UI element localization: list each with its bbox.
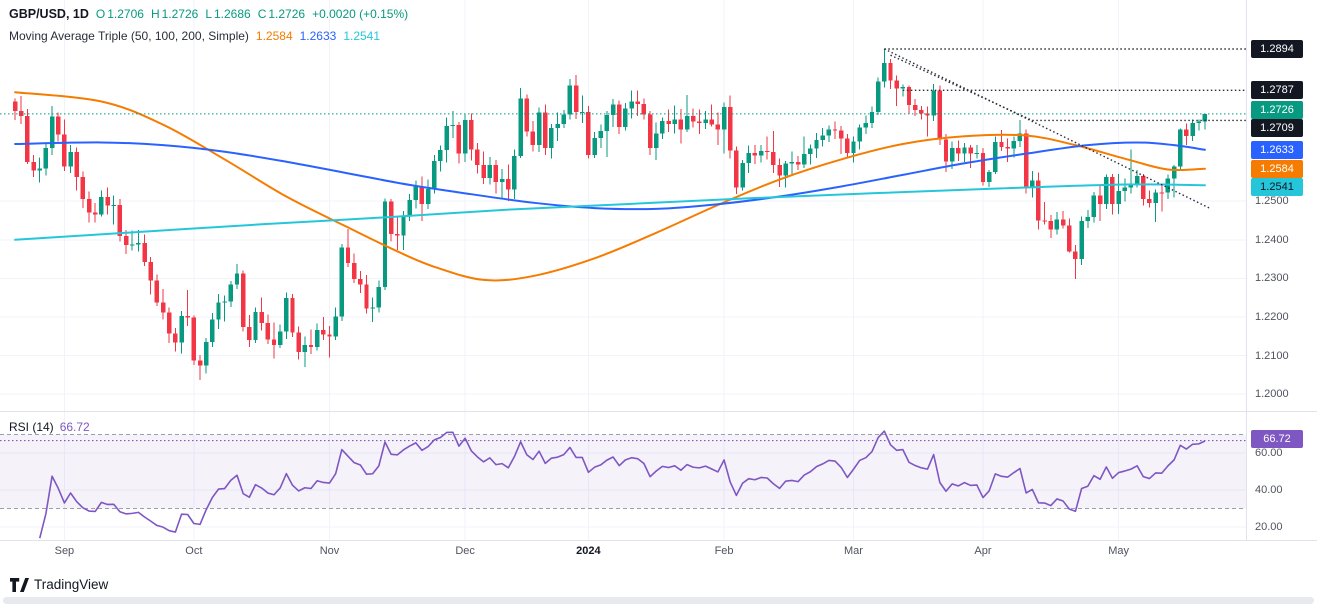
axis-price-badge: 1.2633 bbox=[1251, 140, 1303, 159]
time-tick-label: Mar bbox=[844, 545, 863, 557]
axis-tick-label: 1.2100 bbox=[1255, 349, 1289, 362]
time-tick-label: Feb bbox=[714, 545, 734, 557]
tradingview-logo[interactable]: TradingView bbox=[10, 577, 108, 592]
high-label: H bbox=[150, 7, 160, 21]
rsi-legend-row: RSI (14) 66.72 bbox=[9, 420, 90, 434]
time-axis[interactable]: Sep Oct Nov Dec 2024 Feb Mar Apr May bbox=[0, 543, 1246, 565]
axis-price-badge: 1.2726 bbox=[1251, 100, 1303, 119]
ma100-value: 1.2633 bbox=[299, 29, 337, 43]
rsi-value: 66.72 bbox=[59, 420, 90, 434]
time-tick-label: Apr bbox=[974, 545, 992, 557]
axis-tick-label: 20.00 bbox=[1255, 521, 1283, 534]
axis-price-badge: 1.2584 bbox=[1251, 159, 1303, 178]
ma50-value: 1.2584 bbox=[255, 29, 293, 43]
axis-tick-label: 1.2200 bbox=[1255, 310, 1289, 323]
close-label: C bbox=[257, 7, 267, 21]
axis-tick-label: 1.2000 bbox=[1255, 388, 1289, 401]
time-tick-label: Dec bbox=[455, 545, 475, 557]
time-tick-label: Oct bbox=[185, 545, 203, 557]
axis-price-badge: 66.72 bbox=[1251, 429, 1303, 448]
axis-tick-label: 40.00 bbox=[1255, 484, 1283, 497]
axis-tick-label: 1.2500 bbox=[1255, 195, 1289, 208]
axis-price-badge: 1.2541 bbox=[1251, 178, 1303, 197]
indicator-title[interactable]: Moving Average Triple (50, 100, 200, Sim… bbox=[9, 29, 249, 43]
high-value: 1.2726 bbox=[161, 7, 199, 21]
open-label: O bbox=[95, 7, 106, 21]
axis-price-badge: 1.2894 bbox=[1251, 40, 1303, 58]
low-value: 1.2686 bbox=[214, 7, 251, 21]
axis-tick-label: 1.2300 bbox=[1255, 272, 1289, 285]
change-value: +0.0020 (+0.15%) bbox=[312, 7, 409, 21]
time-tick-label: May bbox=[1108, 545, 1129, 557]
low-label: L bbox=[205, 7, 212, 21]
symbol-title[interactable]: GBP/USD, 1D bbox=[9, 7, 89, 21]
close-value: 1.2726 bbox=[268, 7, 306, 21]
symbol-legend-row: GBP/USD, 1D O 1.2706 H 1.2726 L 1.2686 C… bbox=[9, 7, 408, 21]
rsi-title[interactable]: RSI (14) bbox=[9, 420, 54, 434]
indicator-legend-row: Moving Average Triple (50, 100, 200, Sim… bbox=[9, 29, 408, 43]
ma200-value: 1.2541 bbox=[343, 29, 381, 43]
axis-tick-label: 60.00 bbox=[1255, 447, 1283, 459]
tradingview-logo-text: TradingView bbox=[34, 577, 109, 592]
time-tick-label: Sep bbox=[54, 545, 75, 557]
time-tick-label: Nov bbox=[319, 545, 340, 557]
open-value: 1.2706 bbox=[107, 7, 144, 21]
axis-price-badge: 1.2709 bbox=[1251, 119, 1303, 138]
chart-legend: GBP/USD, 1D O 1.2706 H 1.2726 L 1.2686 C… bbox=[9, 7, 408, 51]
price-axis[interactable]: 1.2894 1.2787 1.2726 1.2709 1.2633 1.2584 1.25… bbox=[1248, 0, 1317, 605]
tradingview-logo-icon bbox=[10, 577, 29, 592]
horizontal-scrollbar[interactable] bbox=[3, 597, 1314, 604]
axis-tick-label: 1.2400 bbox=[1255, 233, 1289, 246]
axis-price-badge: 1.2787 bbox=[1251, 81, 1303, 100]
time-tick-label: 2024 bbox=[576, 545, 601, 557]
